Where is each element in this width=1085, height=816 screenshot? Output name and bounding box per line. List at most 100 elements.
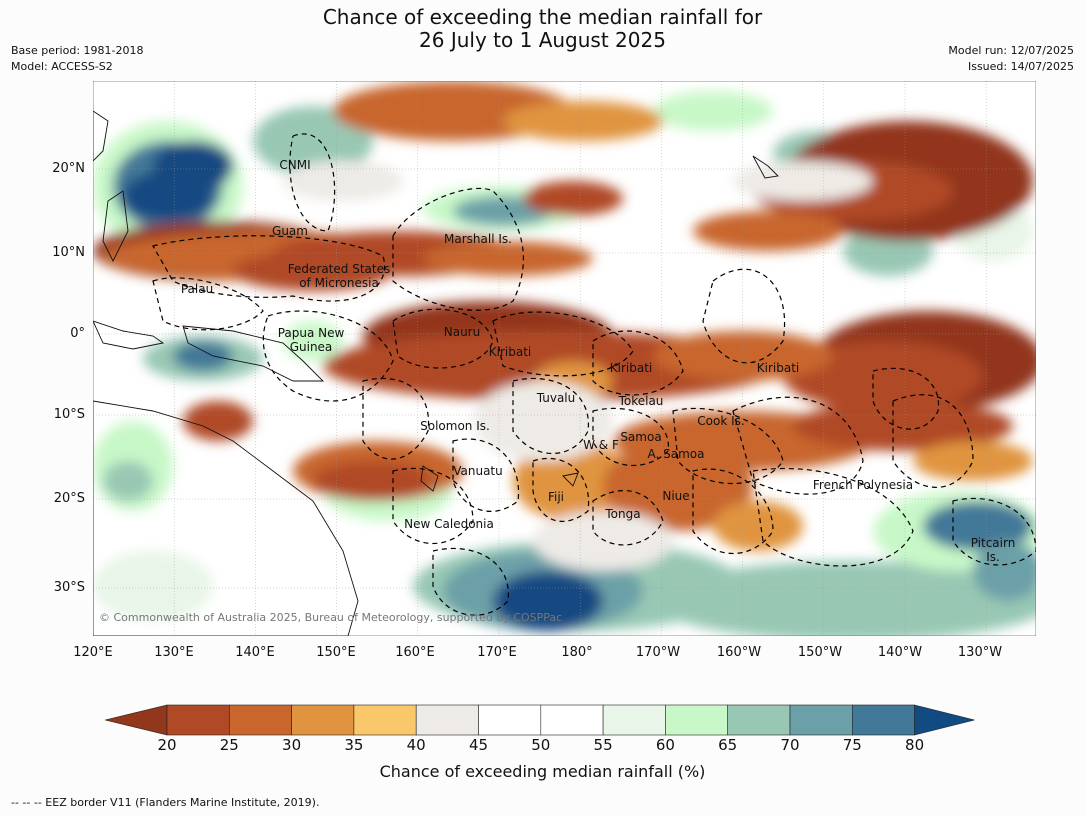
region-label: Vanuatu — [453, 464, 503, 478]
coastline — [752, 155, 779, 179]
colorbar-title: Chance of exceeding median rainfall (%) — [379, 762, 706, 781]
x-tick-label: 130°W — [957, 645, 1003, 660]
colorbar-tick-label: 30 — [282, 736, 302, 754]
field-blob — [103, 461, 153, 501]
coastline — [93, 400, 359, 636]
field-blob — [973, 541, 1036, 601]
y-tick-label: 20°N — [52, 161, 85, 176]
model-run: Model run: 12/07/2025 — [948, 44, 1074, 57]
eez-border — [362, 377, 430, 460]
landmasses — [93, 110, 779, 636]
field-blob — [733, 161, 873, 201]
region-label: Nauru — [444, 325, 480, 339]
field-blob — [253, 106, 373, 176]
colorbar-tick-label: 35 — [344, 736, 364, 754]
colorbar-segment — [353, 704, 417, 736]
eez-border — [592, 407, 669, 466]
colorbar-segment — [540, 704, 604, 736]
x-tick-label: 120°E — [73, 645, 113, 660]
eez-border — [892, 394, 974, 488]
coastline — [182, 325, 325, 382]
region-label: Fiji — [548, 490, 564, 504]
colorbar-tick-label: 40 — [406, 736, 426, 754]
eez-footnote: -- -- -- EEZ border V11 (Flanders Marine… — [11, 796, 320, 809]
colorbar-tick-label: 75 — [842, 736, 862, 754]
region-label: Tonga — [604, 507, 640, 521]
region-label: Tokelau — [618, 394, 664, 408]
x-tick-label: 180° — [561, 645, 593, 660]
x-tick-label: 140°W — [877, 645, 923, 660]
region-label: New Caledonia — [404, 517, 494, 531]
colorbar-segment — [291, 704, 355, 736]
eez-border — [392, 187, 524, 311]
meta-right: Model run: 12/07/2025 Issued: 14/07/2025 — [948, 43, 1074, 75]
eez-border — [702, 268, 786, 364]
y-tick-label: 0° — [70, 326, 85, 341]
region-label: Solomon Is. — [420, 419, 490, 433]
title-line-2: 26 July to 1 August 2025 — [419, 28, 666, 52]
colorbar-extend-high — [914, 704, 975, 736]
field-blob — [693, 211, 843, 251]
field-blob — [503, 101, 663, 141]
coastline — [562, 472, 579, 487]
y-tick-label: 30°S — [53, 580, 85, 595]
eez-border — [262, 310, 394, 402]
colorbar-tick-label: 80 — [905, 736, 925, 754]
region-label: Pitcairn Is. — [971, 536, 1016, 564]
field-blob — [283, 161, 403, 201]
field-blob — [93, 551, 213, 621]
region-label: Papua New Guinea — [278, 326, 345, 354]
region-label: Federated States of Micronesia — [288, 262, 390, 290]
graticule — [93, 81, 1036, 636]
region-label: Samoa — [620, 430, 661, 444]
x-tick-label: 170°E — [477, 645, 517, 660]
field-blob — [173, 341, 233, 371]
region-label: French Polynesia — [813, 478, 913, 492]
field-blob — [793, 401, 1013, 451]
eez-border — [872, 367, 940, 430]
colorbar-extend-low — [105, 704, 168, 736]
region-label: Kiribati — [610, 361, 652, 375]
region-label: Niue — [662, 489, 689, 503]
eez-border — [152, 277, 264, 331]
region-label: Marshall Is. — [444, 232, 512, 246]
coastline — [102, 190, 129, 263]
x-tick-label: 140°E — [235, 645, 275, 660]
x-tick-label: 160°W — [716, 645, 762, 660]
base-period: Base period: 1981-2018 — [11, 44, 144, 57]
field-blob — [523, 181, 623, 216]
region-label: Palau — [181, 282, 213, 296]
eez-border — [532, 457, 590, 522]
meta-left: Base period: 1981-2018 Model: ACCESS-S2 — [11, 43, 143, 75]
eez-border — [592, 490, 664, 546]
x-tick-label: 150°W — [797, 645, 843, 660]
colorbar-segment — [415, 704, 479, 736]
field-blob — [183, 401, 253, 441]
eez-border — [952, 497, 1036, 566]
chart-title: Chance of exceeding the median rainfall … — [0, 6, 1085, 52]
eez-border — [512, 377, 589, 454]
x-tick-label: 130°E — [154, 645, 194, 660]
field-blob — [783, 341, 983, 411]
field-blob — [153, 141, 233, 191]
eez-border — [452, 438, 520, 512]
rainfall-map: CNMI Guam Marshall Is. Federated States of M… — [93, 81, 1036, 636]
x-tick-label: 160°E — [395, 645, 435, 660]
eez-border — [289, 133, 336, 232]
y-tick-label: 10°N — [52, 245, 85, 260]
copyright-text: © Commonwealth of Australia 2025, Bureau… — [99, 611, 562, 624]
region-label: Kiribati — [757, 361, 799, 375]
eez-borders — [152, 133, 1036, 616]
field-blob — [603, 441, 753, 531]
colorbar-segment — [229, 704, 292, 736]
field-blob — [493, 571, 603, 631]
colorbar-segment — [166, 704, 230, 736]
x-tick-label: 150°E — [316, 645, 356, 660]
field-blob — [473, 381, 613, 461]
region-label: Kiribati — [489, 345, 531, 359]
field-blob — [913, 441, 1033, 481]
region-label: CNMI — [279, 158, 310, 172]
coastline — [420, 465, 439, 492]
eez-border — [392, 308, 494, 369]
field-blob — [923, 501, 1033, 551]
